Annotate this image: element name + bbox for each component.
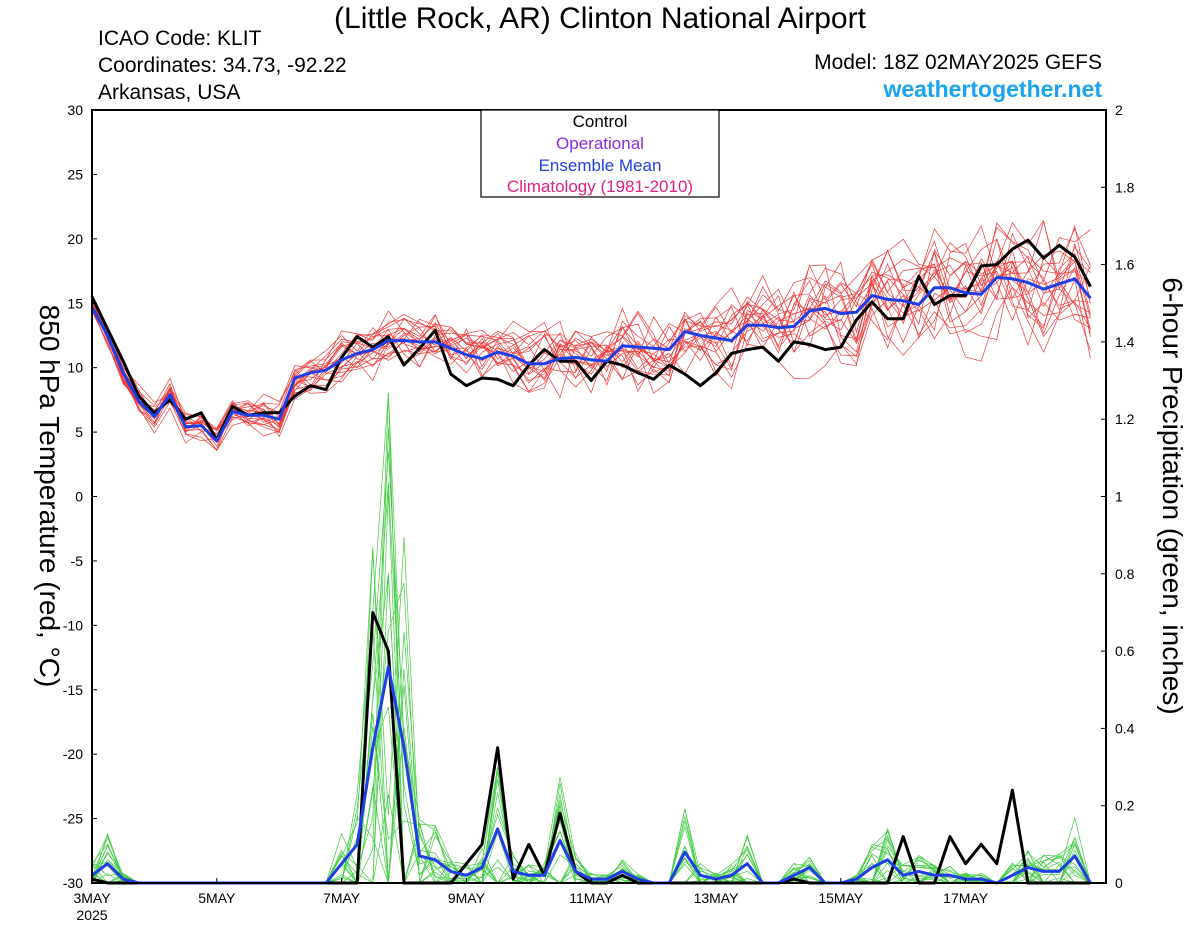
- precip-member-line: [92, 713, 1091, 884]
- temperature-member-line: [91, 229, 1091, 431]
- temperature-member-line: [91, 220, 1091, 444]
- temperature-member-line: [91, 232, 1091, 439]
- x-tick-label: 17MAY: [943, 890, 989, 906]
- series-line-ensemble-mean-left: [90, 276, 1092, 443]
- right-tick-label: 1.2: [1115, 411, 1135, 427]
- left-tick-label: -25: [63, 811, 83, 827]
- left-tick-label: -10: [63, 617, 83, 633]
- x-tick-label: 13MAY: [694, 890, 740, 906]
- right-tick-label: 1.4: [1115, 334, 1135, 350]
- temperature-member-line: [91, 258, 1091, 438]
- temperature-member-line: [91, 243, 1091, 430]
- axes: -30-25-20-15-10-505101520253000.20.40.60…: [63, 102, 1135, 923]
- legend-ensemble-mean: Ensemble Mean: [539, 156, 662, 175]
- left-tick-label: -5: [71, 553, 84, 569]
- precip-member-line: [91, 685, 1091, 884]
- left-tick-label: 15: [67, 295, 83, 311]
- region: Arkansas, USA: [98, 81, 241, 104]
- series-line-control-left: [90, 238, 1092, 442]
- precip-member-line: [91, 726, 1091, 885]
- model-run: Model: 18Z 02MAY2025 GEFS: [814, 51, 1102, 74]
- x-tick-label: 9MAY: [448, 890, 486, 906]
- left-tick-label: 25: [67, 166, 83, 182]
- temperature-member-line: [91, 222, 1091, 447]
- ensemble-members: [91, 219, 1091, 885]
- precip-member-line: [91, 537, 1091, 885]
- right-tick-label: 0.8: [1115, 566, 1135, 582]
- x-tick-label: 15MAY: [818, 890, 864, 906]
- precip-member-line: [91, 490, 1091, 884]
- right-tick-label: 1.6: [1115, 257, 1135, 273]
- right-tick-label: 0.2: [1115, 798, 1135, 814]
- precip-member-line: [91, 546, 1091, 884]
- precip-member-line: [91, 574, 1091, 884]
- precip-member-line: [91, 582, 1091, 884]
- precip-member-line: [92, 669, 1091, 884]
- left-tick-label: 30: [67, 102, 83, 118]
- right-tick-label: 0: [1115, 875, 1123, 891]
- precip-member-line: [91, 804, 1091, 884]
- temperature-member-line: [91, 219, 1091, 442]
- precip-member-line: [91, 392, 1091, 884]
- right-tick-label: 1: [1115, 489, 1123, 505]
- precip-member-line: [91, 706, 1091, 885]
- right-tick-label: 0.4: [1115, 720, 1135, 736]
- x-year-label: 2025: [76, 907, 107, 923]
- page-title: (Little Rock, AR) Clinton National Airpo…: [334, 2, 866, 35]
- series-line-ensemble-mean-right: [91, 665, 1092, 885]
- left-axis-label: 850 hPa Temperature (red, °C): [34, 305, 65, 688]
- legend-climatology: Climatology (1981-2010): [507, 177, 693, 196]
- precip-member-line: [91, 481, 1091, 884]
- icao-code: ICAO Code: KLIT: [98, 27, 262, 50]
- left-tick-label: -30: [63, 875, 83, 891]
- temperature-member-line: [91, 238, 1091, 451]
- left-tick-label: 10: [67, 360, 83, 376]
- right-tick-label: 2: [1115, 102, 1123, 118]
- x-tick-label: 3MAY: [73, 890, 111, 906]
- left-tick-label: -15: [63, 682, 83, 698]
- precip-member-line: [91, 451, 1091, 884]
- left-tick-label: -20: [63, 746, 83, 762]
- x-tick-label: 5MAY: [198, 890, 236, 906]
- series-line-control-right: [91, 611, 1091, 885]
- legend-box: [480, 109, 720, 198]
- legend-control: Control: [573, 112, 628, 131]
- coordinates: Coordinates: 34.73, -92.22: [98, 54, 347, 77]
- right-axis-label: 6-hour Precipitation (green, inches): [1157, 277, 1188, 714]
- temperature-member-line: [91, 252, 1091, 434]
- left-tick-label: 5: [75, 424, 83, 440]
- right-tick-label: 1.8: [1115, 179, 1135, 195]
- precip-member-line: [91, 573, 1091, 884]
- precip-member-line: [91, 626, 1091, 884]
- plot-frame: [91, 109, 1107, 884]
- right-tick-label: 0.6: [1115, 643, 1135, 659]
- left-tick-label: 20: [67, 231, 83, 247]
- temperature-member-line: [91, 238, 1091, 443]
- precip-member-line: [91, 392, 1091, 884]
- chart-legend: Control Operational Ensemble Mean Climat…: [480, 109, 720, 198]
- site-link[interactable]: weathertogether.net: [883, 76, 1102, 102]
- precip-member-line: [91, 631, 1091, 884]
- legend-operational: Operational: [556, 134, 644, 153]
- x-tick-label: 7MAY: [323, 890, 361, 906]
- precip-member-line: [91, 427, 1091, 884]
- x-tick-label: 11MAY: [569, 890, 613, 906]
- left-tick-label: 0: [75, 489, 83, 505]
